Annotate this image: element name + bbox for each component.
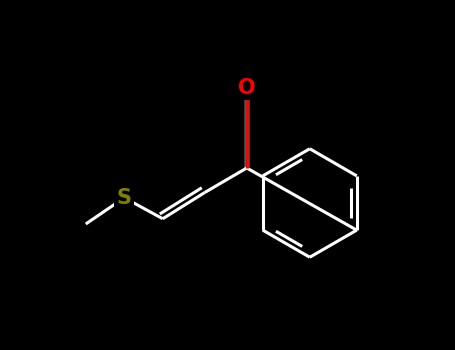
Text: S: S bbox=[117, 188, 132, 208]
Text: O: O bbox=[238, 77, 256, 98]
